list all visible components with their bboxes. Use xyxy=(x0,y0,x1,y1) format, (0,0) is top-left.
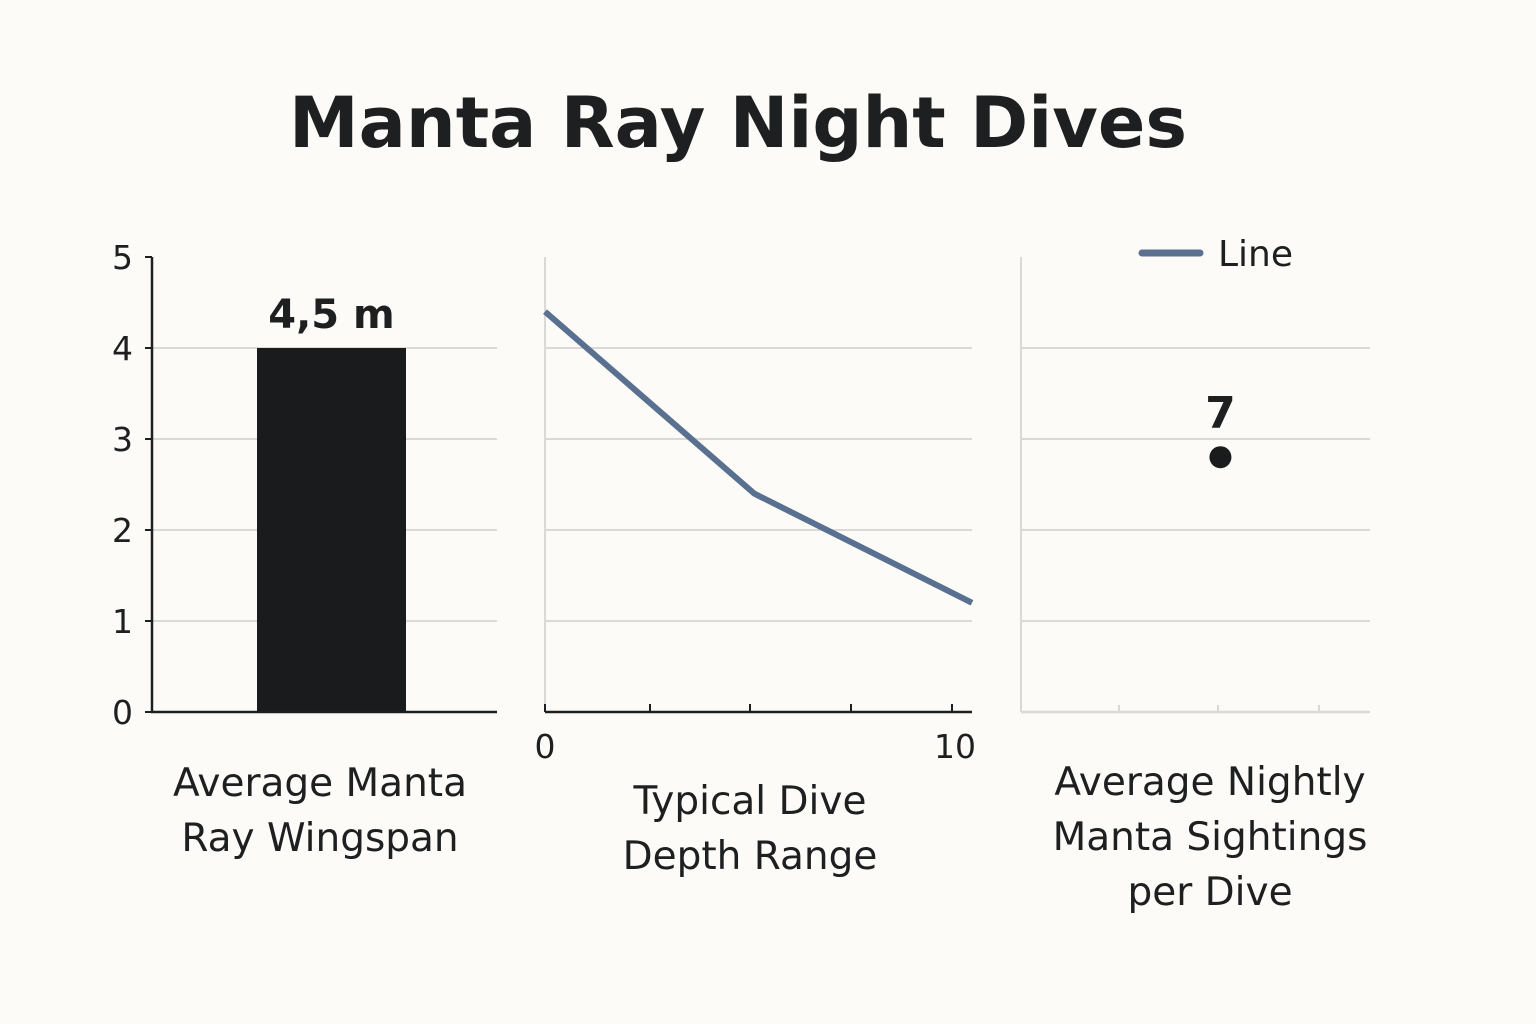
bar-chart-caption: Average Manta Ray Wingspan xyxy=(150,756,490,866)
point-data-label: 7 xyxy=(1205,388,1236,439)
y-tick-label: 2 xyxy=(112,511,133,550)
caption-line: per Dive xyxy=(1127,870,1293,915)
bar-chart-panel: 4,5 m 0 1 2 3 4 5 xyxy=(112,238,497,732)
y-tick-label: 4 xyxy=(112,329,133,368)
page-title: Manta Ray Night Dives xyxy=(288,82,1187,164)
line-chart-caption: Typical Dive Depth Range xyxy=(580,774,920,884)
x-tick-label: 0 xyxy=(535,727,556,766)
legend-label: Line xyxy=(1218,234,1293,275)
caption-line: Manta Sightings xyxy=(1052,815,1368,860)
y-tick-label: 3 xyxy=(112,420,133,459)
line-chart-panel: 0 10 xyxy=(535,257,976,766)
caption-line: Typical Dive xyxy=(633,779,867,824)
bar-data-label: 4,5 m xyxy=(268,292,394,338)
caption-line: Average Nightly xyxy=(1054,760,1366,805)
y-tick-label: 5 xyxy=(112,238,133,277)
x-tick-label: 10 xyxy=(934,727,976,766)
y-tick-label: 1 xyxy=(112,602,133,641)
series-line xyxy=(543,309,974,606)
y-tick-label: 0 xyxy=(112,693,133,732)
caption-line: Average Manta xyxy=(172,761,467,806)
scatter-chart-caption: Average Nightly Manta Sightings per Dive xyxy=(1030,755,1390,920)
caption-line: Ray Wingspan xyxy=(181,816,459,861)
caption-line: Depth Range xyxy=(622,834,878,879)
bar xyxy=(257,348,406,712)
scatter-chart-panel: 7 Line xyxy=(1020,234,1370,714)
data-point xyxy=(1209,446,1232,469)
